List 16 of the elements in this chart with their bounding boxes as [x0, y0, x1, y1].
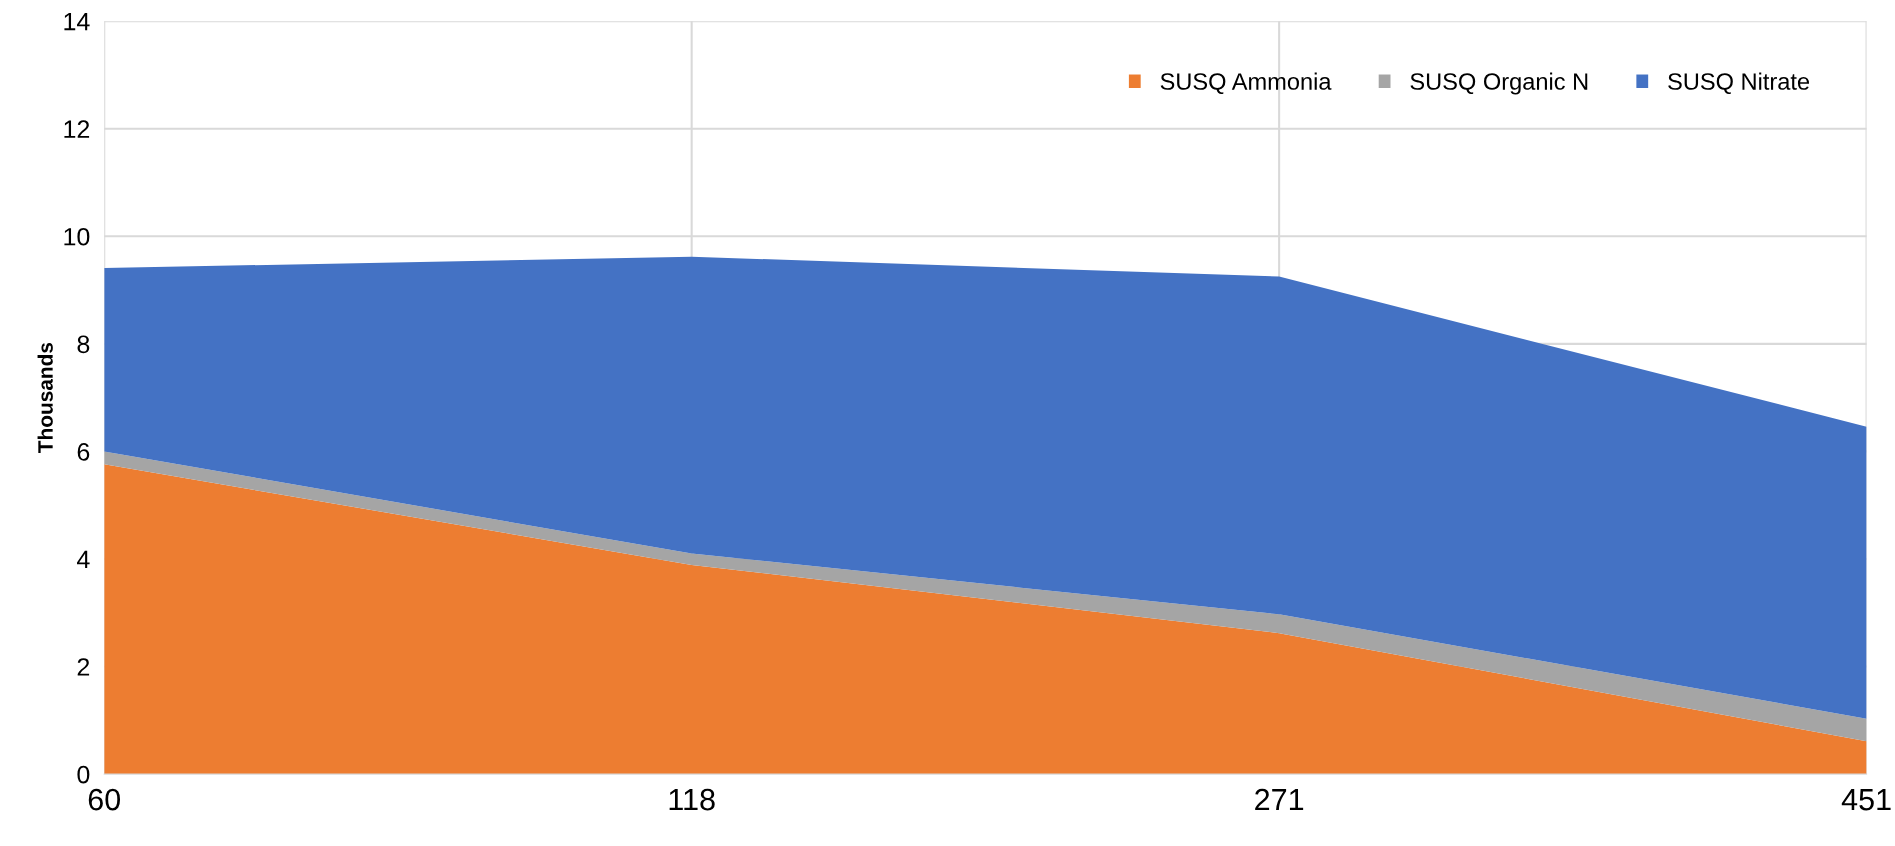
x-tick-label: 60 — [88, 788, 121, 811]
x-tick-label: 118 — [669, 788, 715, 811]
y-tick-label: 4 — [77, 550, 90, 569]
legend-label: SUSQ Nitrate — [1668, 72, 1810, 95]
y-tick-label: 12 — [64, 120, 90, 138]
y-axis-title: Thousands — [37, 342, 53, 453]
y-tick-label: 0 — [77, 765, 90, 784]
y-tick-label: 14 — [64, 13, 90, 31]
y-tick-label: 8 — [77, 335, 90, 354]
legend-label: SUSQ Ammonia — [1160, 72, 1332, 95]
legend-label: SUSQ Organic N — [1410, 72, 1588, 95]
y-tick-label: 6 — [77, 443, 90, 461]
y-tick-label: 10 — [64, 227, 90, 246]
x-tick-label: 271 — [1255, 788, 1304, 811]
y-tick-label: 2 — [77, 658, 90, 676]
x-tick-label: 451 — [1841, 789, 1891, 811]
